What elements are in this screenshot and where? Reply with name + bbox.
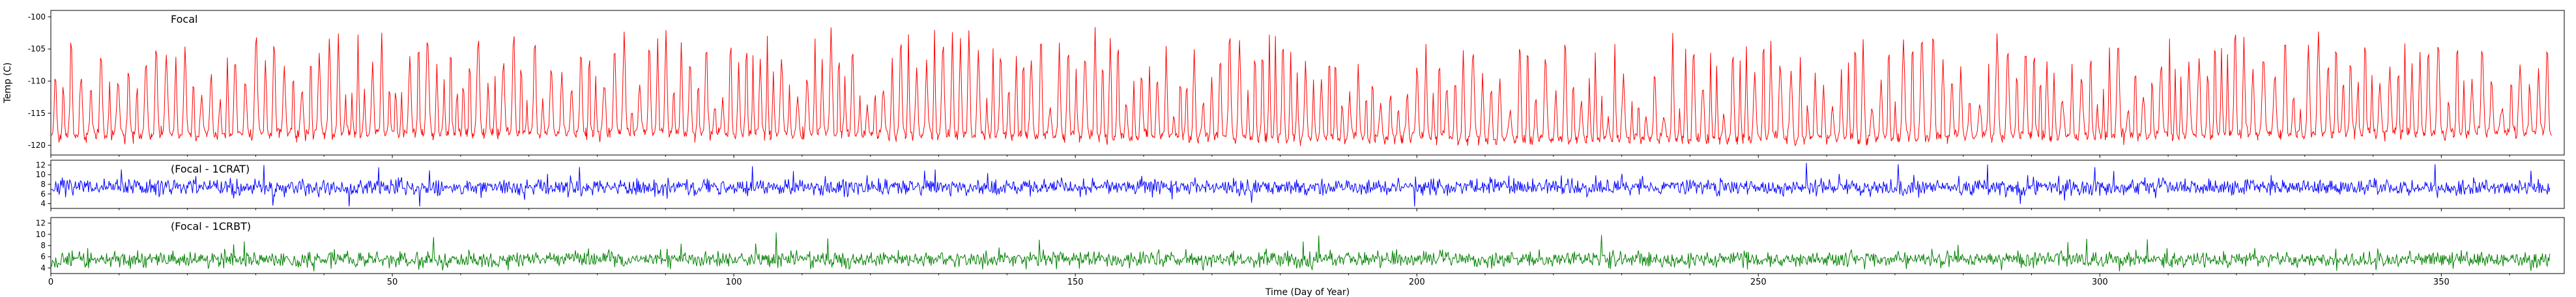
y-tick-label: 6	[40, 252, 46, 261]
panel-frame	[50, 10, 2565, 156]
series-line-focal-minus-1crbt	[51, 232, 2551, 272]
series-line-focal	[51, 27, 2552, 147]
y-tick-label: 6	[40, 190, 46, 199]
x-tick-label: 50	[387, 277, 398, 287]
y-tick-label: -120	[28, 141, 46, 150]
panel-frame	[50, 217, 2565, 274]
y-tick-label: 4	[40, 263, 46, 272]
y-tick-label: -100	[28, 12, 46, 21]
y-tick-label: 4	[40, 199, 46, 208]
series-annotation-focal: Focal	[171, 13, 197, 25]
x-tick-label: 300	[2092, 277, 2108, 287]
series-line-focal-minus-1crat	[51, 163, 2551, 207]
x-tick-label: 150	[1067, 277, 1084, 287]
series-annotation-focal-minus-1crat: (Focal - 1CRAT)	[171, 163, 250, 175]
x-axis-label: Time (Day of Year)	[1265, 287, 1350, 297]
y-axis-label: Temp (C)	[3, 63, 13, 104]
y-tick-label: -115	[28, 109, 46, 118]
y-tick-label: 8	[40, 180, 46, 189]
x-tick-label: 200	[1409, 277, 1425, 287]
x-tick-label: 250	[1750, 277, 1767, 287]
x-tick-label: 0	[48, 277, 53, 287]
panel-frame	[50, 160, 2565, 209]
x-tick-label: 100	[726, 277, 742, 287]
series-annotation-focal-minus-1crbt: (Focal - 1CRBT)	[171, 220, 251, 233]
x-tick-label: 350	[2433, 277, 2450, 287]
y-tick-label: 12	[36, 219, 46, 228]
panel-focal-minus-1crbt: 12 10 8 6 4 (Focal - 1CRBT)	[36, 217, 2565, 277]
y-tick-label: 8	[40, 241, 46, 250]
panel-focal: -100 -105 -110 -115 -120 Focal Temp (C)	[3, 10, 2565, 158]
y-tick-label: -105	[28, 44, 46, 53]
y-tick-label: 10	[36, 170, 46, 179]
y-tick-label: 12	[36, 160, 46, 169]
y-tick-label: -110	[28, 77, 46, 86]
y-tick-label: 10	[36, 230, 46, 239]
